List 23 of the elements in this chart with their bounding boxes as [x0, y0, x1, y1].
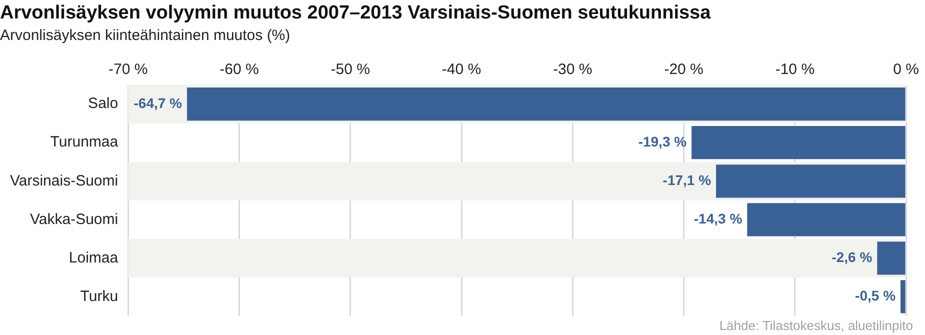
y-tick-label: Loimaa	[68, 249, 119, 266]
chart-subtitle: Arvonlisäyksen kiinteähintainen muutos (%)	[0, 26, 290, 44]
data-label: -19,3 %	[638, 133, 688, 150]
y-tick-label: Varsinais-Suomi	[10, 172, 118, 190]
data-label: -0,5 %	[855, 288, 896, 304]
text: Lähde: Tilastokeskus, aluetilinpito	[719, 318, 913, 334]
y-tick-label: Turunmaa	[50, 134, 119, 151]
data-label: -14,3 %	[694, 210, 743, 227]
x-tick-label: -10 %	[775, 60, 815, 78]
x-tick-label: -30 %	[553, 60, 592, 78]
x-tick-label: -20 %	[664, 60, 704, 78]
x-tick-label: 0 %	[893, 60, 920, 78]
data-label: -17,1 %	[662, 172, 712, 188]
data-label: -64,7 %	[134, 94, 183, 111]
y-tick-label: Vakka-Suomi	[30, 210, 118, 228]
x-tick-label: -60 %	[220, 60, 259, 78]
y-tick-label: Salo	[88, 95, 118, 112]
x-tick-label: -50 %	[330, 60, 370, 78]
data-label: -2,6 %	[832, 249, 873, 266]
x-tick-label: -70 %	[108, 60, 148, 78]
chart-title: Arvonlisäyksen volyymin muutos 2007–2013 Varsinais-Suomen seutukunnissa	[0, 2, 712, 24]
y-tick-label: Turku	[80, 288, 118, 305]
x-tick-label: -40 %	[442, 60, 482, 78]
